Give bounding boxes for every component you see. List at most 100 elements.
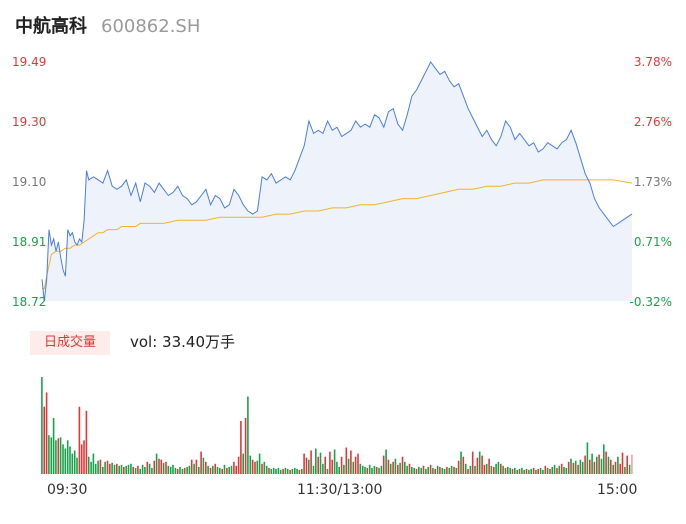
volume-bar — [310, 450, 312, 474]
volume-bar — [333, 449, 336, 474]
volume-bar — [504, 467, 507, 474]
volume-bar — [340, 456, 343, 474]
volume-bar — [41, 377, 43, 474]
volume-bar — [478, 451, 481, 474]
volume-bar — [130, 463, 132, 474]
volume-bar — [345, 447, 348, 474]
volume-bar — [296, 468, 298, 474]
volume-bar — [457, 460, 460, 474]
price-area — [42, 62, 632, 301]
volume-bar — [509, 467, 511, 474]
volume-bar — [621, 452, 624, 474]
x-label-close: 15:00 — [597, 482, 638, 498]
volume-bar — [230, 465, 233, 474]
volume-bar — [279, 469, 282, 474]
volume-bar — [593, 461, 596, 474]
volume-bar — [436, 465, 439, 474]
volume-bar — [352, 461, 355, 474]
volume-bar — [413, 467, 415, 474]
volume-bar — [219, 467, 221, 474]
volume-bar — [467, 468, 469, 474]
volume-bar — [174, 467, 177, 474]
volume-bar — [354, 456, 357, 474]
volume-bar — [605, 451, 607, 474]
volume-bar — [394, 458, 397, 474]
stock-name: 中航高科 — [15, 16, 87, 37]
pct-label-2: 1.73% — [633, 175, 672, 189]
volume-bar — [202, 457, 205, 474]
volume-bar — [371, 467, 373, 474]
price-label-0: 19.49 — [12, 55, 47, 69]
volume-bar — [385, 449, 387, 474]
volume-bar — [399, 462, 401, 474]
volume-bar — [85, 410, 88, 474]
volume-bar — [401, 456, 404, 474]
pct-label-1: 2.76% — [633, 115, 672, 129]
volume-bar — [535, 469, 537, 474]
volume-bar — [471, 451, 474, 474]
volume-bar — [574, 460, 577, 474]
volume-bar — [286, 468, 289, 474]
volume-bar — [240, 421, 242, 474]
volume-bar — [62, 444, 64, 474]
volume-bar — [434, 468, 436, 474]
volume-bar — [338, 466, 340, 474]
volume-bar — [137, 465, 139, 474]
volume-bar — [441, 467, 444, 474]
volume-bar — [190, 459, 193, 474]
volume-bar — [160, 459, 163, 474]
price-label-1: 19.30 — [12, 115, 47, 129]
volume-bar — [598, 454, 600, 474]
volume-bar — [212, 465, 214, 474]
volume-bar — [221, 468, 223, 474]
volume-bar — [481, 455, 483, 474]
volume-bar — [254, 461, 256, 474]
volume-bar — [626, 455, 628, 474]
volume-bar — [195, 459, 198, 474]
volume-bar — [581, 461, 584, 474]
volume-bar — [169, 466, 172, 474]
volume-bar — [242, 453, 244, 474]
volume-bar — [268, 467, 270, 474]
volume-bar — [324, 456, 326, 474]
volume-bar — [474, 465, 476, 474]
volume-bar — [485, 463, 488, 474]
stock-code: 600862.SH — [101, 16, 201, 37]
volume-bar — [76, 457, 78, 474]
volume-bar — [289, 469, 291, 474]
daily-volume-tab[interactable]: 日成交量 — [30, 331, 110, 355]
volume-bar — [99, 459, 102, 474]
volume-bar — [298, 469, 301, 474]
volume-bar — [387, 459, 390, 474]
volume-bar — [614, 461, 617, 474]
volume-bar — [188, 465, 191, 474]
volume-bar — [282, 468, 284, 474]
volume-bar — [600, 458, 603, 474]
volume-bar — [261, 463, 263, 474]
volume-bar — [153, 460, 156, 474]
volume-bar — [366, 467, 369, 474]
volume-bar — [148, 463, 151, 474]
price-label-2: 19.10 — [12, 175, 47, 189]
volume-bar — [303, 453, 305, 474]
volume-bar — [193, 463, 195, 474]
volume-bar — [73, 450, 76, 474]
volume-bar — [270, 468, 273, 474]
volume-bar — [106, 460, 109, 474]
volume-bar — [392, 461, 394, 474]
volume-bar — [490, 465, 493, 474]
volume-bar — [205, 461, 207, 474]
volume-bar — [247, 396, 249, 474]
volume-bar — [228, 466, 230, 474]
volume-bar — [132, 466, 134, 474]
volume-bar — [165, 461, 167, 474]
volume-bar — [52, 417, 55, 474]
volume-bar — [411, 466, 413, 474]
volume-bar — [497, 461, 500, 474]
volume-bar — [596, 456, 598, 474]
volume-bar — [183, 467, 186, 474]
volume-bar — [94, 463, 97, 474]
volume-value: vol: 33.40万手 — [130, 333, 235, 351]
volume-bar — [502, 465, 504, 474]
volume-bar — [553, 464, 556, 474]
